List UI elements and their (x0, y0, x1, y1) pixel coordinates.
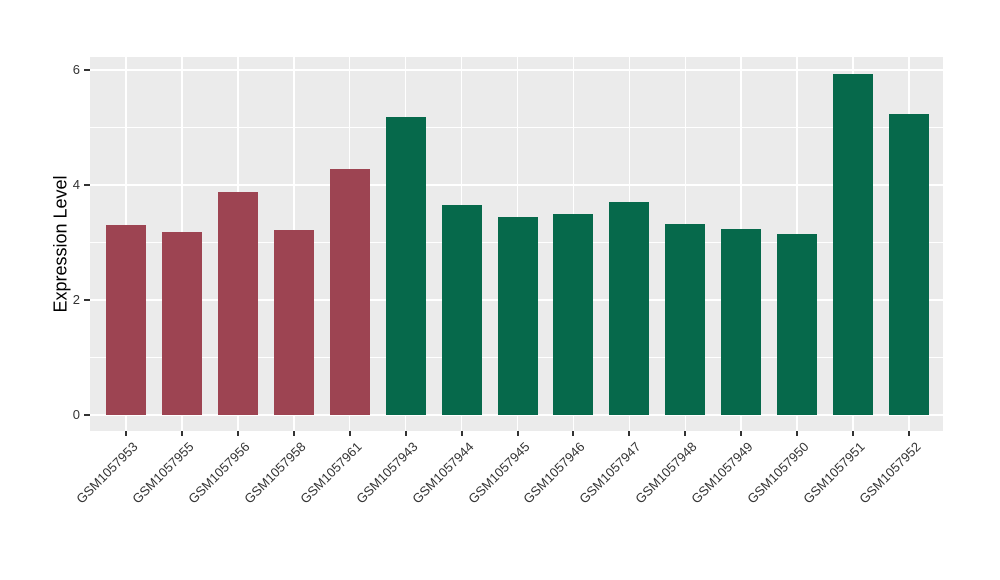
bar-GSM1057950 (777, 234, 818, 415)
x-tick-mark (852, 431, 855, 436)
gridline-major-y4 (90, 184, 943, 186)
y-tick-mark (84, 299, 90, 301)
y-tick-label-0: 0 (72, 407, 80, 422)
y-tick-label-6: 6 (72, 62, 80, 77)
y-tick-mark (84, 69, 90, 71)
y-tick-mark (84, 414, 90, 416)
x-tick-mark (292, 431, 295, 436)
x-tick-mark (684, 431, 687, 436)
bar-GSM1057952 (889, 114, 930, 415)
bar-GSM1057948 (665, 224, 706, 415)
x-tick-mark (404, 431, 407, 436)
gridline-major-y0 (90, 414, 943, 416)
x-tick-mark (572, 431, 575, 436)
bar-GSM1057949 (721, 228, 762, 415)
x-tick-mark (796, 431, 799, 436)
bar-GSM1057955 (161, 231, 202, 415)
bar-GSM1057956 (217, 192, 258, 415)
bar-GSM1057947 (609, 201, 650, 415)
y-tick-label-4: 4 (72, 177, 80, 192)
y-tick-mark (84, 184, 90, 186)
plot-area (90, 57, 943, 431)
x-tick-mark (740, 431, 743, 436)
gridline-minor-y5 (90, 127, 943, 128)
x-tick-mark (628, 431, 631, 436)
bar-GSM1057945 (497, 217, 538, 415)
bar-GSM1057953 (106, 225, 146, 415)
bar-GSM1057951 (833, 74, 874, 415)
x-tick-mark (236, 431, 239, 436)
bar-GSM1057944 (441, 205, 482, 415)
bar-GSM1057946 (553, 213, 594, 415)
gridline-major-y6 (90, 69, 943, 71)
bar-GSM1057961 (329, 168, 370, 415)
bar-GSM1057943 (385, 116, 426, 415)
x-tick-mark (908, 431, 911, 436)
bar-GSM1057958 (273, 229, 314, 415)
y-tick-label-2: 2 (72, 292, 80, 307)
x-tick-mark (125, 431, 127, 436)
x-tick-mark (516, 431, 519, 436)
x-tick-mark (180, 431, 183, 436)
x-tick-mark (348, 431, 351, 436)
y-axis-title-text: Expression Level (50, 175, 71, 313)
x-tick-mark (460, 431, 463, 436)
